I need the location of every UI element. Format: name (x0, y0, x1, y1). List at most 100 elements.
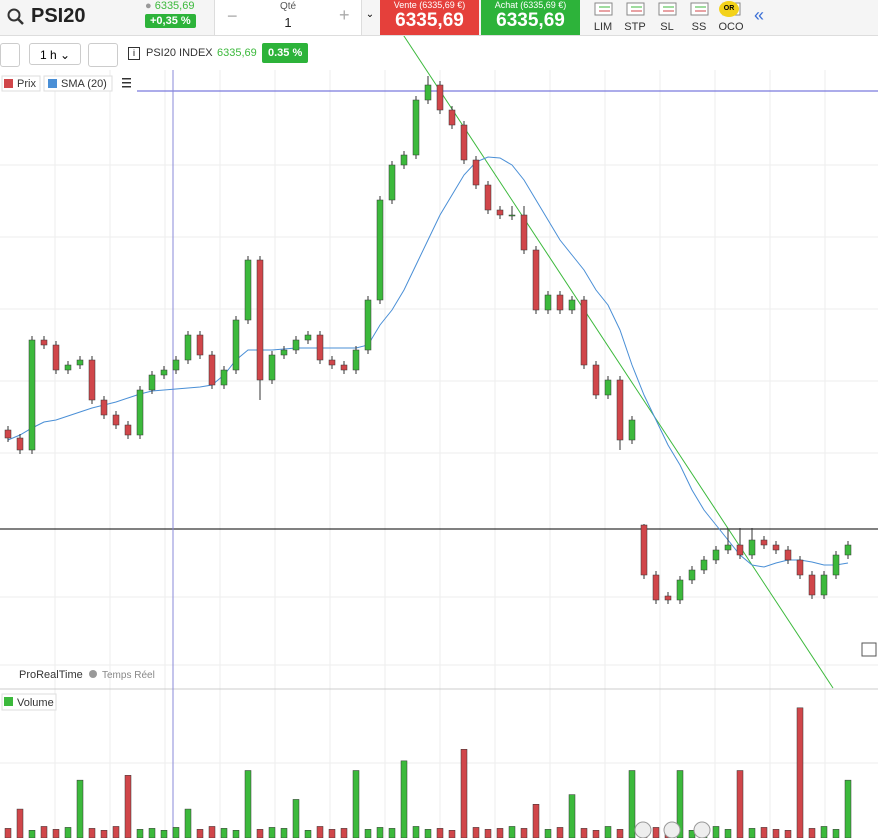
legend-price: Prix (17, 78, 36, 90)
search-icon[interactable] (6, 7, 26, 27)
candle-body (832, 554, 840, 576)
indicator-button[interactable] (88, 43, 118, 67)
volume-bar (268, 827, 276, 838)
candle-body (844, 544, 852, 556)
candle-body (424, 84, 432, 101)
toolbar-change: 0.35 % (262, 43, 309, 63)
info-icon[interactable] (861, 642, 877, 657)
volume-bar (244, 770, 252, 838)
candle-body (556, 294, 564, 311)
volume-bar (448, 830, 456, 838)
candle-body (472, 159, 480, 186)
volume-bar (520, 828, 528, 838)
candle-body (760, 539, 768, 546)
buy-button[interactable]: Achat (6335,69 €) 6335,69 (481, 0, 580, 35)
qty-label: Qté (279, 1, 297, 12)
candle-body (16, 437, 24, 451)
order-label: LIM (593, 21, 613, 33)
candle-body (604, 379, 612, 396)
sell-button[interactable]: Vente (6335,69 €) 6335,69 (380, 0, 479, 35)
volume-bar (340, 828, 348, 838)
volume-bar (784, 830, 792, 838)
volume-bar (172, 827, 180, 838)
candle-body (124, 424, 132, 436)
candle-body (568, 299, 576, 311)
interval-select[interactable]: 1 h ⌄ (29, 43, 81, 65)
volume-bar (712, 826, 720, 838)
volume-bar (556, 827, 564, 838)
order-icon (690, 2, 709, 16)
candle-body (652, 574, 660, 601)
candle-body (64, 364, 72, 371)
volume-bar (160, 830, 168, 838)
volume-bar (256, 829, 264, 838)
order-type[interactable]: SS (683, 0, 715, 35)
candle-body (784, 549, 792, 561)
order-type[interactable]: LIM (587, 0, 619, 35)
legend-swatch (4, 79, 13, 88)
candle-body (196, 334, 204, 356)
qty-box[interactable]: − Qté 1 + (214, 0, 362, 35)
volume-bar (724, 829, 732, 838)
legend-box (43, 75, 113, 92)
order-type[interactable]: STP (619, 0, 651, 35)
list-icon[interactable] (122, 78, 131, 88)
candle-body (76, 359, 84, 366)
candle-body (160, 369, 168, 376)
candle-body (736, 544, 744, 556)
dropdown[interactable]: ⌄ (365, 9, 375, 20)
collapse[interactable]: « (754, 5, 765, 25)
candle-body (580, 299, 588, 366)
candle-body (772, 544, 780, 551)
toolbar: 1 h ⌄ i PSI20 INDEX 6335,69 0.35 % (0, 36, 878, 70)
volume-bar (400, 760, 408, 838)
change-badge: +0,35 % (145, 14, 196, 28)
volume-bar (676, 770, 684, 838)
candle-body (28, 339, 36, 451)
volume-bar (424, 829, 432, 838)
candle-body (184, 334, 192, 361)
volume-bar (436, 828, 444, 838)
volume-bar (52, 829, 60, 838)
candle-body (172, 359, 180, 371)
tool-button[interactable] (0, 43, 20, 67)
candle-body (268, 354, 276, 381)
volume-bar (136, 829, 144, 838)
volume-bar (100, 830, 108, 838)
candle-body (148, 374, 156, 391)
volume-bar (736, 770, 744, 838)
status-dot (89, 670, 97, 678)
volume-bar (748, 828, 756, 838)
candle-body (112, 414, 120, 426)
volume-bar (292, 799, 300, 838)
candle-body (340, 364, 348, 371)
volume-bar (352, 770, 360, 838)
candle-body (676, 579, 684, 601)
legend-sma: SMA (20) (61, 78, 107, 90)
order-label: SS (691, 21, 707, 33)
volume-bar (652, 827, 660, 838)
legend-volume: Volume (17, 697, 54, 709)
header: PSI20 ● 6335,69 +0,35 % − Qté 1 + ⌄ Vent… (0, 0, 878, 36)
zoom-controls[interactable] (634, 821, 711, 838)
volume-bar (472, 827, 480, 838)
mode: Temps Réel (102, 670, 155, 681)
volume-bar (364, 829, 372, 838)
brand: ProRealTime (19, 669, 83, 681)
candle-body (616, 379, 624, 441)
candle-body (436, 84, 444, 111)
candle-body (88, 359, 96, 401)
candle-body (52, 344, 60, 371)
grid (0, 70, 878, 838)
order-label: SL (660, 21, 674, 33)
info-icon[interactable]: i (128, 47, 140, 60)
volume-bar (28, 830, 36, 838)
volume-bar (316, 826, 324, 838)
volume-bar (184, 808, 192, 838)
volume-bar (832, 829, 840, 838)
order-label: OCO (718, 21, 744, 33)
volume-bar (628, 770, 636, 838)
order-type[interactable]: SL (651, 0, 683, 35)
volume-bar (568, 794, 576, 838)
candle-body (448, 109, 456, 126)
